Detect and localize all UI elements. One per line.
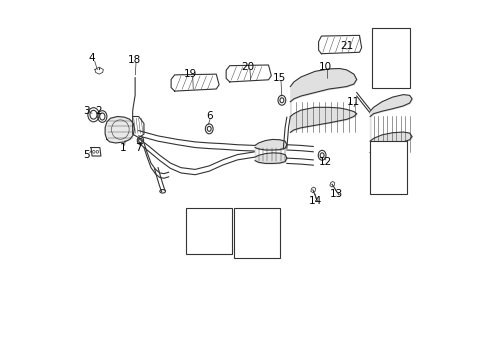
Text: 7: 7 (135, 143, 142, 153)
Text: 13: 13 (329, 189, 343, 199)
Text: 16: 16 (387, 159, 400, 169)
Text: 17: 17 (385, 50, 399, 60)
Text: 20: 20 (241, 62, 254, 72)
Polygon shape (318, 35, 361, 54)
Text: 4: 4 (89, 53, 95, 63)
Bar (369, 141, 406, 194)
Polygon shape (171, 74, 219, 91)
Bar (186, 208, 232, 254)
Text: 6: 6 (205, 112, 212, 121)
Text: 18: 18 (127, 55, 141, 65)
Text: 2: 2 (95, 106, 101, 116)
Polygon shape (132, 117, 143, 138)
Polygon shape (91, 148, 101, 156)
Text: 1: 1 (119, 143, 126, 153)
Polygon shape (225, 65, 271, 82)
Text: 11: 11 (346, 98, 360, 107)
Text: 12: 12 (318, 157, 331, 167)
Polygon shape (105, 117, 134, 143)
Text: 8: 8 (198, 233, 204, 243)
Text: 15: 15 (272, 73, 285, 83)
Bar (233, 208, 279, 258)
Text: 9: 9 (262, 233, 268, 243)
Bar (371, 28, 409, 88)
Text: 21: 21 (340, 41, 353, 51)
Text: 3: 3 (83, 106, 90, 116)
Text: 19: 19 (184, 69, 197, 79)
Text: 5: 5 (83, 150, 90, 160)
Text: 14: 14 (308, 196, 321, 206)
Text: 10: 10 (319, 62, 331, 72)
